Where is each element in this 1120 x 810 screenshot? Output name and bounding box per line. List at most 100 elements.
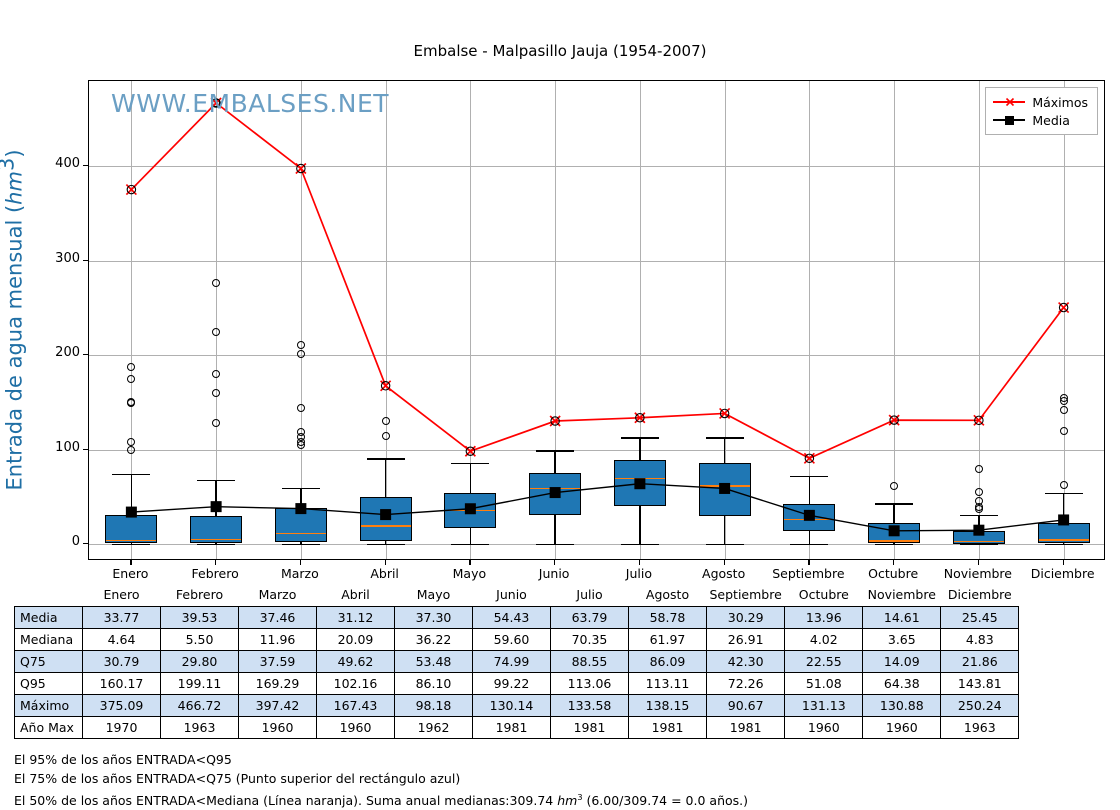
outlier-point xyxy=(1059,397,1068,406)
whisker-upper xyxy=(215,479,217,516)
x-tick-label: Noviembre xyxy=(943,566,1012,581)
table-cell: 4.02 xyxy=(784,627,864,651)
table-cell: 54.43 xyxy=(472,605,551,629)
cap-lower xyxy=(959,543,998,546)
table-cell: 1970 xyxy=(82,715,161,739)
statistics-table: Enero Febrero Marzo Abril Mayo Junio Julio Agos… xyxy=(14,584,1020,739)
gridline-horizontal xyxy=(89,260,1104,262)
table-cell: 88.55 xyxy=(550,649,629,673)
table-cell: 25.45 xyxy=(940,605,1020,629)
footnote-2: El 75% de los años ENTRADA<Q75 (Punto su… xyxy=(14,771,461,786)
cap-upper xyxy=(790,475,829,478)
outlier-point xyxy=(1059,426,1068,435)
median-line xyxy=(953,540,1004,543)
cap-upper xyxy=(536,450,575,452)
table-cell: 131.13 xyxy=(784,693,864,717)
outlier-point xyxy=(212,388,221,397)
table-column-header: Enero xyxy=(103,587,140,603)
table-cell: 49.62 xyxy=(316,649,395,673)
gridline-vertical xyxy=(216,81,218,559)
x-tick-mark xyxy=(384,560,386,565)
table-header-row: Enero Febrero Marzo Abril Mayo Junio Julio Agos… xyxy=(15,584,1019,606)
x-tick-label: Septiembre xyxy=(772,566,845,581)
outlier-point xyxy=(212,328,221,337)
table-column-header: Junio xyxy=(496,587,527,603)
watermark: WWW.EMBALSES.NET xyxy=(111,89,390,118)
cap-upper xyxy=(620,437,659,439)
cap-lower xyxy=(705,543,744,546)
whisker-lower xyxy=(384,540,387,544)
table-cell: 11.96 xyxy=(238,627,317,651)
x-marker-icon xyxy=(210,97,222,109)
outlier-point xyxy=(127,445,136,454)
footnote-3: El 50% de los años ENTRADA<Mediana (Líne… xyxy=(14,788,748,810)
gridline-vertical xyxy=(639,81,641,559)
table-cell: 37.59 xyxy=(238,649,317,673)
x-tick-mark xyxy=(299,560,302,565)
page-title: Embalse - Malpasillo Jauja (1954-2007) xyxy=(413,42,707,60)
whisker-upper xyxy=(978,514,980,531)
table-cell: 26.91 xyxy=(705,627,786,651)
y-tick-mark xyxy=(83,259,88,261)
gridline-vertical xyxy=(809,81,811,559)
cap-lower xyxy=(536,543,575,546)
median-line xyxy=(106,539,157,542)
cap-upper xyxy=(112,473,151,476)
table-cell: 199.11 xyxy=(160,671,239,695)
footnote-3-exponent: 3 xyxy=(577,792,583,802)
x-marker-icon xyxy=(464,445,476,457)
table-cell: 98.18 xyxy=(394,693,473,717)
table-cell: 22.55 xyxy=(784,649,864,673)
table-cell: 138.15 xyxy=(628,693,707,717)
outlier-point xyxy=(212,279,221,288)
table-column-header: Octubre xyxy=(798,587,849,603)
x-tick-label: Agosto xyxy=(702,566,746,581)
legend-item-media[interactable]: Media xyxy=(993,111,1088,129)
y-tick-mark xyxy=(83,354,88,356)
legend-item-maximos[interactable]: Máximos xyxy=(993,93,1088,111)
whisker-lower xyxy=(639,506,641,544)
table-cell: 30.29 xyxy=(705,605,786,629)
whisker-upper xyxy=(893,503,895,523)
table-cell: 1981 xyxy=(472,715,551,739)
table-cell: 99.22 xyxy=(472,671,551,695)
x-marker-icon xyxy=(1058,301,1070,314)
whisker-lower xyxy=(554,514,556,544)
table-cell: 37.46 xyxy=(238,605,317,629)
x-tick-mark xyxy=(638,560,641,565)
legend-swatch-maximos xyxy=(993,95,1026,109)
gridline-horizontal xyxy=(89,543,1104,545)
y-tick-mark xyxy=(83,165,88,167)
whisker-lower xyxy=(808,530,811,544)
footnotes: El 95% de los años ENTRADA<Q95 El 75% de… xyxy=(14,750,748,810)
table-cell: 130.14 xyxy=(472,693,551,717)
table-row: Q75 30.79 29.80 37.59 49.62 53.48 74.99 88.55 86… xyxy=(14,649,1020,673)
outlier-point xyxy=(890,482,899,491)
x-marker-icon xyxy=(973,414,985,426)
table-row-header: Q95 xyxy=(14,671,83,695)
x-marker-icon xyxy=(295,162,307,175)
table-corner-cell xyxy=(15,584,83,606)
gridline-vertical xyxy=(894,81,896,559)
y-tick-mark xyxy=(83,448,88,450)
whisker-upper xyxy=(723,437,726,463)
table-row: Máximo 375.09 466.72 397.42 167.43 98.18 130.1… xyxy=(14,693,1020,717)
series-line-máximos xyxy=(130,101,1065,460)
table-cell: 167.43 xyxy=(316,693,395,717)
median-line xyxy=(360,525,411,527)
table-cell: 1960 xyxy=(316,715,395,739)
chart-legend: Máximos Media xyxy=(985,87,1098,135)
gridline-vertical xyxy=(131,81,133,559)
x-tick-label: Enero xyxy=(112,566,149,581)
table-row-header: Año Max xyxy=(14,715,83,739)
x-tick-label: Junio xyxy=(538,566,570,581)
table-column-header: Agosto xyxy=(645,587,690,603)
cap-lower xyxy=(620,543,659,546)
legend-label-media: Media xyxy=(1032,112,1070,128)
square-marker-icon xyxy=(210,501,222,513)
chart-plot-area: WWW.EMBALSES.NET Máximos Media xyxy=(88,80,1105,560)
table-cell: 143.81 xyxy=(940,671,1020,695)
x-marker-icon xyxy=(380,380,392,392)
table-cell: 375.09 xyxy=(82,693,161,717)
cap-upper xyxy=(281,487,320,490)
